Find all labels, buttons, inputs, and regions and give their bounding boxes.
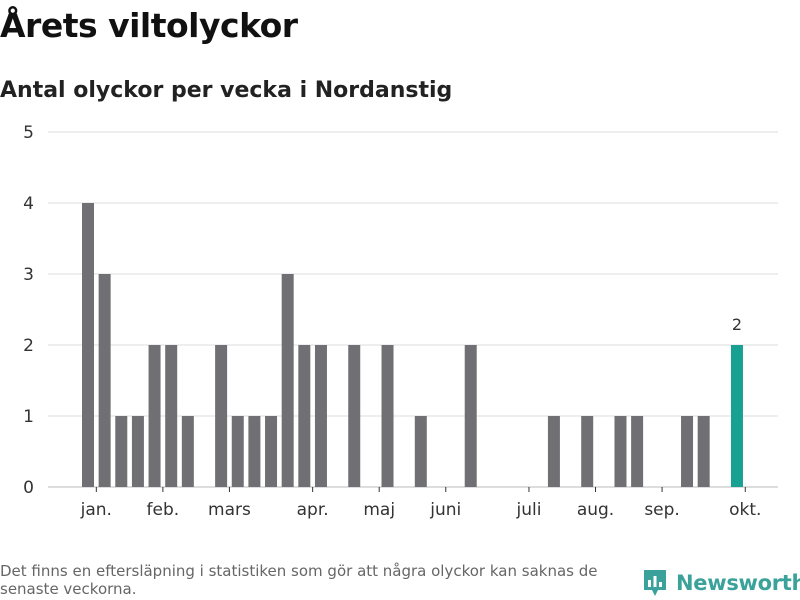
- bar: [148, 345, 161, 487]
- x-axis-ticks: jan. feb. mars apr. maj juni juli aug. sep. okt.: [80, 487, 761, 520]
- highlight-value-label: 2: [732, 315, 742, 334]
- bar: [414, 416, 427, 487]
- y-tick-label: 3: [23, 265, 34, 285]
- x-tick-label: maj: [363, 500, 395, 520]
- chart-subtitle: Antal olyckor per vecka i Nordanstig: [0, 78, 453, 103]
- bar: [298, 345, 311, 487]
- x-tick-label: jan.: [80, 500, 112, 520]
- bar-highlight: [730, 345, 743, 487]
- bar: [631, 416, 644, 487]
- y-tick-label: 1: [23, 407, 34, 427]
- bar: [231, 416, 244, 487]
- x-tick-label: mars: [208, 500, 251, 520]
- bar: [681, 416, 694, 487]
- bar: [115, 416, 128, 487]
- bar: [248, 416, 261, 487]
- footnote: Det finns en eftersläpning i statistiken…: [0, 562, 598, 598]
- x-tick-label: feb.: [147, 500, 180, 520]
- y-tick-label: 4: [23, 194, 34, 214]
- bars: [82, 203, 743, 487]
- x-tick-label: sep.: [644, 500, 680, 520]
- bar: [614, 416, 627, 487]
- y-axis-ticks: 0 1 2 3 4 5: [23, 123, 34, 498]
- bar: [165, 345, 178, 487]
- bar-chart: 0 1 2 3 4 5 jan. feb. mars apr. maj juni juli aug. se…: [23, 123, 778, 520]
- x-tick-label: aug.: [577, 500, 614, 520]
- bar: [697, 416, 710, 487]
- bar: [314, 345, 327, 487]
- bar: [464, 345, 477, 487]
- bar: [82, 203, 94, 487]
- y-tick-label: 5: [23, 123, 34, 143]
- bar: [265, 416, 278, 487]
- y-tick-label: 2: [23, 336, 34, 356]
- bar: [98, 274, 111, 487]
- bar: [181, 416, 194, 487]
- bar: [215, 345, 228, 487]
- x-tick-label: okt.: [729, 500, 761, 520]
- x-tick-label: apr.: [297, 500, 329, 520]
- y-tick-label: 0: [23, 478, 34, 498]
- bar: [381, 345, 394, 487]
- bar: [581, 416, 594, 487]
- newsworthy-logo-icon: [644, 570, 666, 596]
- x-tick-label: juni: [429, 500, 461, 520]
- chart-title: Årets viltolyckor: [0, 6, 298, 45]
- brand[interactable]: Newsworthy: [642, 568, 800, 598]
- bar: [547, 416, 560, 487]
- bar: [348, 345, 361, 487]
- data-labels: 2: [732, 315, 742, 334]
- brand-name: Newsworthy: [676, 571, 800, 595]
- x-tick-label: juli: [515, 500, 541, 520]
- bar: [281, 274, 294, 487]
- bar: [131, 416, 144, 487]
